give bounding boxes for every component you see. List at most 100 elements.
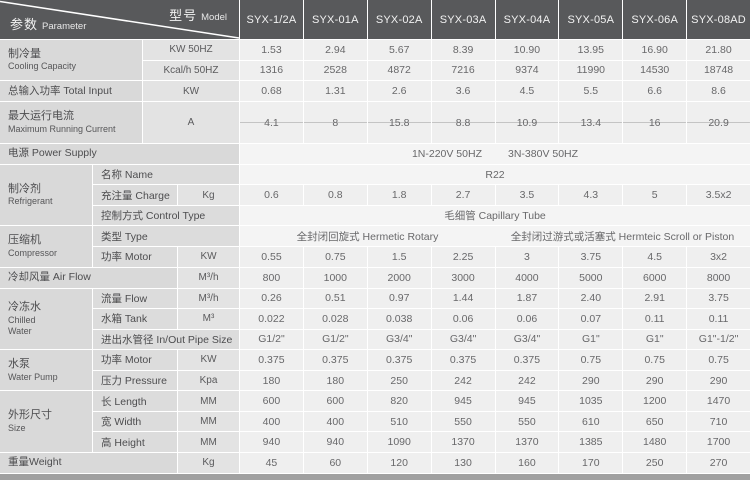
value-cell: 130	[431, 452, 496, 473]
model-header-row: SYX-1/2A SYX-01A SYX-02A SYX-03A SYX-04A SYX-…	[240, 0, 750, 39]
compressor-group-label: 压缩机 Compressor	[0, 226, 93, 267]
value-cell: G1"	[559, 329, 624, 350]
value-cell: G3/4"	[367, 329, 432, 350]
row-water-flow: 流量 Flow M³/h 0.26 0.51 0.97 1.44 1.87 2.40 2.9…	[93, 288, 750, 310]
value-cell: 13.4	[559, 102, 624, 143]
value-cell: 2.91	[623, 288, 688, 309]
value-cell: 600	[240, 391, 304, 411]
row-width: 宽 Width MM 400 400 510 550 550 610 650 710	[93, 411, 750, 433]
value-cell: 9374	[495, 60, 560, 81]
value-cell: 1035	[559, 391, 624, 411]
unit-label: M³/h	[178, 288, 240, 309]
value-cell: 2.7	[431, 185, 496, 205]
value-cell: 3x2	[687, 246, 750, 267]
pump-motor-values: 0.375 0.375 0.375 0.375 0.375 0.75 0.75 0.75	[240, 350, 750, 370]
height-values: 940 940 1090 1370 1370 1385 1480 1700	[240, 432, 750, 452]
chilled-water-label-zh: 冷冻水	[8, 300, 41, 313]
value-cell: 0.375	[431, 350, 496, 370]
water-flow-values: 0.26 0.51 0.97 1.44 1.87 2.40 2.91 3.75	[240, 288, 750, 309]
width-values: 400 400 510 550 550 610 650 710	[240, 411, 750, 432]
value-cell: 400	[240, 411, 304, 432]
pump-pressure-values: 180 180 250 242 242 290 290 290	[240, 370, 750, 391]
value-cell: 945	[495, 391, 560, 411]
section-size: 外形尺寸 Size 长 Length MM 600 600 820 945 945 1035…	[0, 391, 750, 453]
value-cell: 710	[687, 411, 750, 432]
length-values: 600 600 820 945 945 1035 1200 1470	[240, 391, 750, 411]
value-cell: 2528	[303, 60, 368, 81]
corner-parameter-zh: 参数	[10, 17, 39, 32]
value-cell: 3.75	[687, 288, 750, 309]
value-cell: 0.8	[303, 185, 368, 205]
pump-pressure-label: 压力 Pressure	[93, 370, 178, 391]
value-cell: 8000	[687, 267, 750, 288]
power-supply-380v: 3N-380V 50HZ	[508, 147, 579, 160]
cooling-capacity-label: 制冷量 Cooling Capacity	[0, 40, 143, 81]
max-current-label: 最大运行电流 Maximum Running Current	[0, 102, 143, 143]
value-cell: 60	[303, 452, 368, 473]
value-cell: 8.39	[431, 40, 496, 60]
value-cell: 0.55	[240, 246, 304, 267]
max-current-values: 4.1 8 15.8 8.8 10.9 13.4 16 20.9	[240, 102, 750, 143]
value-cell: 1.53	[240, 40, 304, 60]
unit-label: Kcal/h 50HZ	[143, 60, 240, 81]
value-cell: 0.375	[240, 350, 304, 370]
power-supply-value: 1N-220V 50HZ 3N-380V 50HZ	[240, 143, 750, 164]
value-cell: 0.375	[495, 350, 560, 370]
pipe-size-values: G1/2" G1/2" G3/4" G3/4" G3/4" G1" G1" G1"-1/2"	[240, 329, 750, 350]
unit-label: Kg	[178, 452, 240, 473]
row-max-running-current: 最大运行电流 Maximum Running Current A 4.1 8 15.8…	[0, 102, 750, 144]
unit-label: KW	[178, 350, 240, 370]
value-cell: G1/2"	[240, 329, 304, 350]
width-label: 宽 Width	[93, 411, 178, 432]
charge-label: 充注量 Charge	[93, 185, 178, 205]
value-cell: 0.375	[367, 350, 432, 370]
water-tank-label: 水箱 Tank	[93, 309, 178, 329]
control-type-text: 毛细管 Capillary Tube	[444, 210, 546, 223]
value-cell: 0.75	[559, 350, 624, 370]
corner-parameter-label: 参数 Parameter	[10, 14, 86, 34]
compressor-motor-label: 功率 Motor	[93, 246, 178, 267]
value-cell: 820	[367, 391, 432, 411]
value-cell: 4.3	[559, 185, 624, 205]
refrigerant-type: R22	[485, 168, 505, 181]
value-cell: 10.90	[495, 40, 560, 60]
value-cell: 0.75	[623, 350, 688, 370]
value-cell: 4872	[367, 60, 432, 81]
row-control-type: 控制方式 Control Type 毛细管 Capillary Tube	[93, 205, 750, 226]
table-header: 型号 Model 参数 Parameter SYX-1/2A SYX-01A SYX-0…	[0, 0, 750, 40]
value-cell: 11990	[559, 60, 624, 81]
value-cell: 4.5	[495, 81, 560, 102]
water-pump-label-en: Water Pump	[8, 371, 58, 382]
value-cell: 0.022	[240, 309, 304, 329]
compressor-type-rotary: 全封闭回旋式 Hermetic Rotary	[296, 230, 439, 243]
water-flow-label: 流量 Flow	[93, 288, 178, 309]
length-label: 长 Length	[93, 391, 178, 411]
value-cell: 940	[303, 432, 368, 452]
max-current-label-en: Maximum Running Current	[8, 123, 116, 134]
value-cell: 290	[623, 370, 688, 391]
value-cell: 1.8	[367, 185, 432, 205]
value-cell: 18748	[687, 60, 750, 81]
value-cell: 0.06	[495, 309, 560, 329]
value-cell: 120	[367, 452, 432, 473]
value-cell: 8	[303, 102, 368, 143]
model-header-cell: SYX-05A	[558, 0, 623, 39]
value-cell: 0.51	[303, 288, 368, 309]
value-cell: 1700	[687, 432, 750, 452]
cooling-kcal-values: 1316 2528 4872 7216 9374 11990 14530 18748	[240, 60, 750, 81]
weight-label: 重量Weight	[0, 452, 178, 473]
row-cooling-kw: KW 50HZ 1.53 2.94 5.67 8.39 10.90 13.95 16.90 2…	[143, 40, 750, 61]
corner-parameter-en: Parameter	[42, 21, 87, 32]
value-cell: 290	[559, 370, 624, 391]
row-refrigerant-charge: 充注量 Charge Kg 0.6 0.8 1.8 2.7 3.5 4.3 5 3.5x2	[93, 185, 750, 206]
model-header-cell: SYX-1/2A	[240, 0, 303, 39]
value-cell: 1.44	[431, 288, 496, 309]
value-cell: 2.40	[559, 288, 624, 309]
value-cell: 7216	[431, 60, 496, 81]
section-chilled-water: 冷冻水 Chilled Water 流量 Flow M³/h 0.26 0.51 0.…	[0, 288, 750, 351]
value-cell: 0.11	[623, 309, 688, 329]
row-pipe-size: 进出水管径 In/Out Pipe Size G1/2" G1/2" G3/4" G3…	[93, 329, 750, 350]
value-cell: 10.9	[495, 102, 560, 143]
refrigerant-name-label: 名称 Name	[93, 164, 240, 185]
cooling-kw-values: 1.53 2.94 5.67 8.39 10.90 13.95 16.90 21.80	[240, 40, 750, 60]
